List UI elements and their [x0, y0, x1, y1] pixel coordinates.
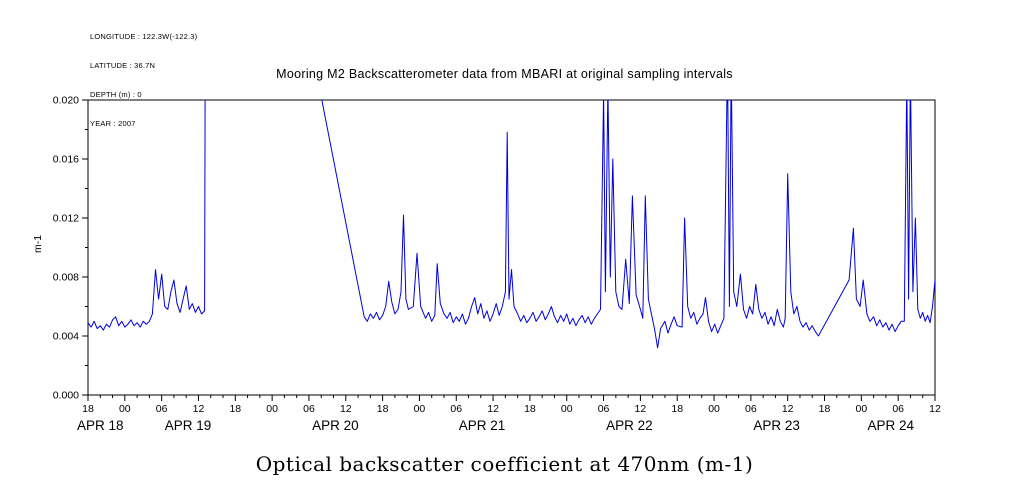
y-tick-label: 0.016	[53, 154, 79, 166]
backscatter-data-line	[88, 99, 935, 349]
x-day-label: APR 20	[312, 418, 359, 433]
meta-latitude: LATITUDE : 36.7N	[90, 60, 156, 70]
x-day-label: APR 19	[165, 418, 212, 433]
x-hour-tick-label: 12	[929, 403, 941, 415]
x-hour-tick-label: 18	[82, 403, 94, 415]
x-hour-tick-label: 12	[487, 403, 499, 415]
x-hour-tick-label: 00	[561, 403, 573, 415]
x-hour-tick-label: 12	[193, 403, 205, 415]
y-tick-label: 0.008	[53, 272, 79, 284]
meta-year: YEAR : 2007	[90, 118, 136, 128]
y-axis: 0.000 0.004 0.008 0.012 0.016 0.020	[53, 95, 88, 402]
plot-frame	[87, 99, 936, 396]
x-hour-tick-label: 12	[340, 403, 352, 415]
chart-title: Mooring M2 Backscatterometer data from M…	[276, 67, 733, 81]
x-hour-tick-label: 12	[782, 403, 794, 415]
x-hour-tick-label: 18	[671, 403, 683, 415]
x-hour-tick-label: 18	[524, 403, 536, 415]
x-day-label: APR 22	[606, 418, 653, 433]
x-hour-tick-label: 06	[598, 403, 610, 415]
x-day-label: APR 24	[868, 418, 915, 433]
x-day-label: APR 18	[77, 418, 124, 433]
dataset-metadata-block: LONGITUDE : 122.3W(-122.3) LATITUDE : 36…	[90, 13, 197, 147]
x-axis: 18 00 06 12 18 00 06 12 18 00 06 12 18 00 06 12 18 00 06 12…	[77, 395, 941, 433]
x-hour-tick-label: 00	[856, 403, 868, 415]
x-hour-tick-label: 06	[745, 403, 757, 415]
x-hour-tick-label: 00	[119, 403, 131, 415]
variable-caption: Optical backscatter coefficient at 470nm…	[255, 452, 754, 476]
y-tick-label: 0.012	[53, 213, 79, 225]
x-day-label: APR 21	[459, 418, 506, 433]
x-hour-tick-label: 18	[819, 403, 831, 415]
meta-longitude: LONGITUDE : 122.3W(-122.3)	[90, 32, 198, 42]
x-hour-tick-label: 18	[377, 403, 389, 415]
x-day-label: APR 23	[753, 418, 800, 433]
x-hour-tick-label: 06	[156, 403, 168, 415]
x-hour-tick-label: 06	[450, 403, 462, 415]
x-hour-tick-label: 00	[708, 403, 720, 415]
meta-depth: DEPTH (m) : 0	[90, 89, 142, 99]
x-hour-tick-label: 06	[303, 403, 315, 415]
x-hour-tick-label: 12	[635, 403, 647, 415]
x-hour-tick-label: 00	[266, 403, 278, 415]
x-hour-tick-label: 00	[414, 403, 426, 415]
y-tick-label: 0.020	[53, 95, 79, 107]
y-tick-label: 0.000	[53, 390, 79, 402]
x-hour-tick-label: 06	[892, 403, 904, 415]
x-hour-tick-label: 18	[229, 403, 241, 415]
y-tick-label: 0.004	[53, 331, 79, 343]
